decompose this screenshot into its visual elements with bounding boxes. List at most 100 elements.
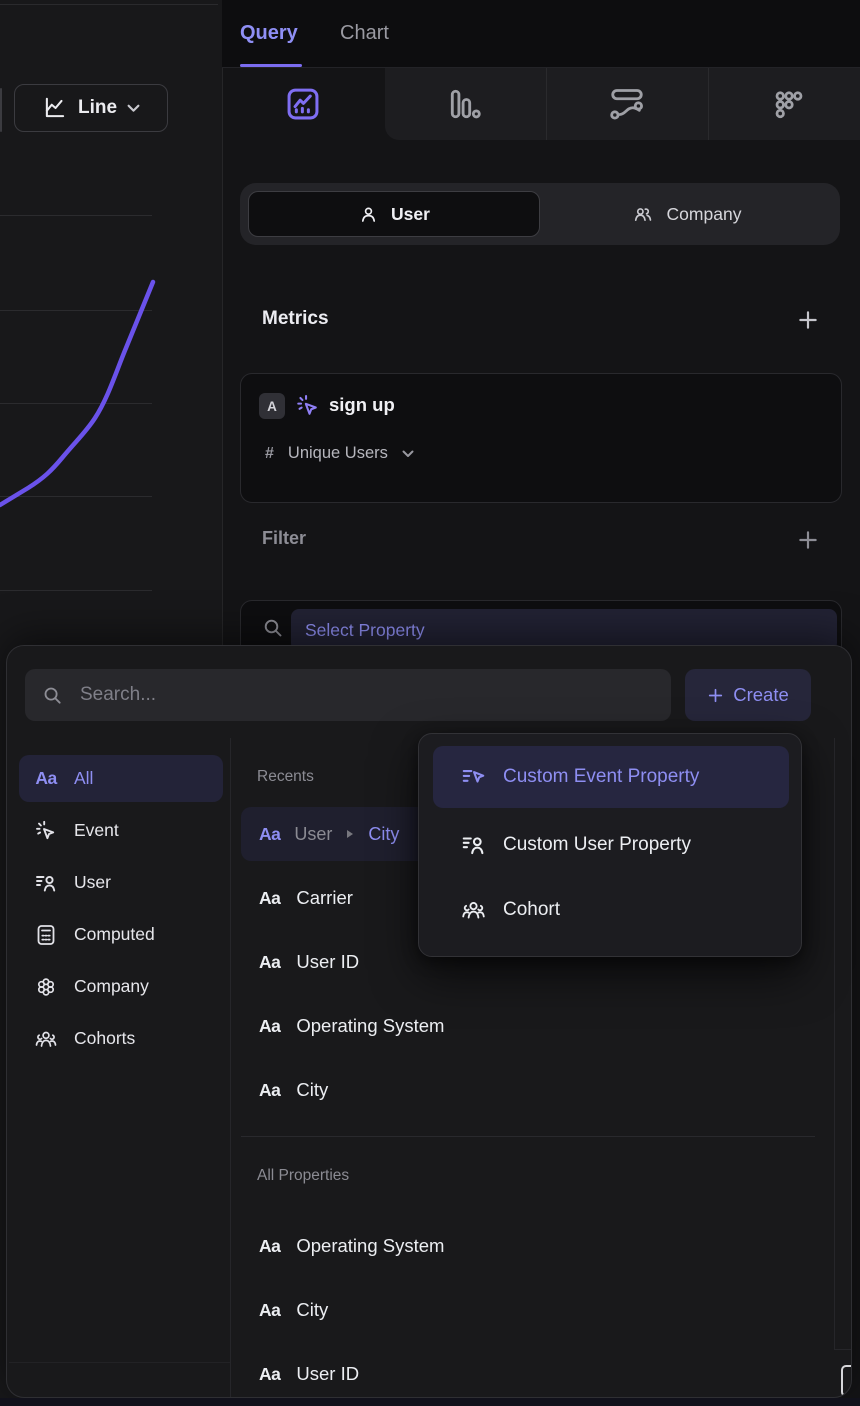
modal-column-divider <box>230 738 231 1397</box>
bottom-edge-strip <box>0 1398 860 1406</box>
tab-chart[interactable]: Chart <box>340 22 389 44</box>
select-property-input[interactable]: Select Property <box>291 609 837 651</box>
hash-glyph: # <box>265 444 274 462</box>
chart-type-label: Line <box>77 97 118 118</box>
bar-chart-icon <box>444 86 484 122</box>
category-user[interactable]: User <box>19 859 223 906</box>
breadcrumb-arrow-icon <box>346 829 354 839</box>
property-label: Carrier <box>296 887 353 908</box>
modal-search-bar <box>25 669 671 721</box>
measurement-dropdown[interactable]: # Unique Users <box>265 444 414 463</box>
user-properties-icon <box>33 871 59 895</box>
property-label: User ID <box>296 951 360 972</box>
aa-icon: Aa <box>259 1235 281 1256</box>
keyboard-hint-icon <box>841 1365 851 1397</box>
clipped-button-edge <box>0 88 2 132</box>
property-label: City <box>296 1079 329 1100</box>
property-label: Operating System <box>296 1015 445 1036</box>
property-label: City <box>296 1299 329 1320</box>
tab-query[interactable]: Query <box>240 22 298 44</box>
section-divider <box>241 1136 815 1137</box>
recent-parent: User <box>294 823 333 844</box>
footer-divider <box>834 1349 851 1350</box>
measurement-label: Unique Users <box>287 444 388 462</box>
all-properties-heading: All Properties <box>257 1167 350 1184</box>
category-label: All <box>74 768 94 788</box>
chevron-down-icon <box>402 450 414 458</box>
category-company[interactable]: Company <box>19 963 223 1010</box>
chart-type-tabs <box>222 68 860 140</box>
sidebar-footer-divider <box>9 1362 230 1363</box>
insights-tab[interactable] <box>243 68 363 140</box>
line-chart-series <box>0 279 156 508</box>
menu-item-custom-user-property[interactable]: Custom User Property <box>433 814 789 876</box>
plus-icon <box>796 308 820 332</box>
modal-search-input[interactable] <box>78 683 655 707</box>
add-metric-button[interactable] <box>796 308 820 332</box>
create-button-label: Create <box>733 684 789 705</box>
category-all[interactable]: Aa All <box>19 755 223 802</box>
menu-item-custom-event-property[interactable]: Custom Event Property <box>433 746 789 808</box>
metric-event-name[interactable]: sign up <box>329 394 395 415</box>
recent-row[interactable]: Aa Operating System <box>241 1011 801 1041</box>
retention-grid-icon <box>770 86 808 122</box>
entity-toggle: User Company <box>240 183 840 245</box>
category-event[interactable]: Event <box>19 807 223 854</box>
category-computed[interactable]: Computed <box>19 911 223 958</box>
chevron-down-icon <box>127 104 140 113</box>
category-cohorts[interactable]: Cohorts <box>19 1015 223 1062</box>
user-icon <box>358 204 379 225</box>
cohort-people-icon <box>459 897 487 923</box>
tab-separator <box>708 68 709 140</box>
property-row[interactable]: Aa City <box>241 1295 801 1325</box>
event-spark-icon <box>295 393 321 419</box>
tab-separator <box>546 68 547 140</box>
recents-heading: Recents <box>257 768 314 785</box>
entity-company-segment[interactable]: Company <box>540 191 832 237</box>
bars-tab[interactable] <box>404 68 524 140</box>
recent-row[interactable]: Aa Carrier <box>241 883 801 913</box>
menu-item-label: Custom Event Property <box>503 766 700 787</box>
company-cluster-icon <box>33 975 59 999</box>
company-icon <box>631 204 655 225</box>
property-row[interactable]: Aa Operating System <box>241 1231 801 1261</box>
chart-type-dropdown[interactable]: Line <box>14 84 168 132</box>
category-label: Computed <box>74 924 155 944</box>
menu-item-label: Custom User Property <box>503 834 691 855</box>
custom-event-property-icon <box>459 764 487 790</box>
custom-user-property-icon <box>459 832 487 858</box>
recent-property: City <box>368 823 400 844</box>
insights-chart-icon <box>284 85 322 123</box>
recent-row[interactable]: Aa User ID <box>241 947 801 977</box>
category-label: User <box>74 872 111 892</box>
active-tab-underline <box>240 64 302 67</box>
metrics-heading: Metrics <box>262 308 329 329</box>
select-property-placeholder: Select Property <box>305 619 425 640</box>
series-letter-badge: A <box>259 393 285 419</box>
category-label: Company <box>74 976 149 996</box>
gridline <box>0 215 152 216</box>
flows-tab[interactable] <box>567 68 687 140</box>
aa-icon: Aa <box>259 887 281 908</box>
event-spark-icon <box>33 819 59 843</box>
gridline <box>0 403 152 404</box>
property-row[interactable]: Aa User ID <box>241 1359 801 1389</box>
gridline <box>0 310 152 311</box>
add-filter-button[interactable] <box>796 528 820 552</box>
aa-icon: Aa <box>259 1363 281 1384</box>
create-menu: Custom Event Property Custom User Proper… <box>418 733 802 957</box>
create-button[interactable]: Create <box>685 669 811 721</box>
entity-user-label: User <box>391 203 430 224</box>
aa-icon: Aa <box>35 768 57 788</box>
retention-tab[interactable] <box>729 68 849 140</box>
recent-row[interactable]: Aa City <box>241 1075 801 1105</box>
filter-heading: Filter <box>262 528 307 548</box>
entity-user-segment[interactable]: User <box>248 191 540 237</box>
aa-icon: Aa <box>259 1299 281 1320</box>
top-divider <box>0 4 218 5</box>
aa-icon: Aa <box>259 1015 281 1036</box>
aa-icon: Aa <box>259 951 281 972</box>
cohorts-people-icon <box>33 1027 59 1051</box>
menu-item-cohort[interactable]: Cohort <box>433 879 789 941</box>
